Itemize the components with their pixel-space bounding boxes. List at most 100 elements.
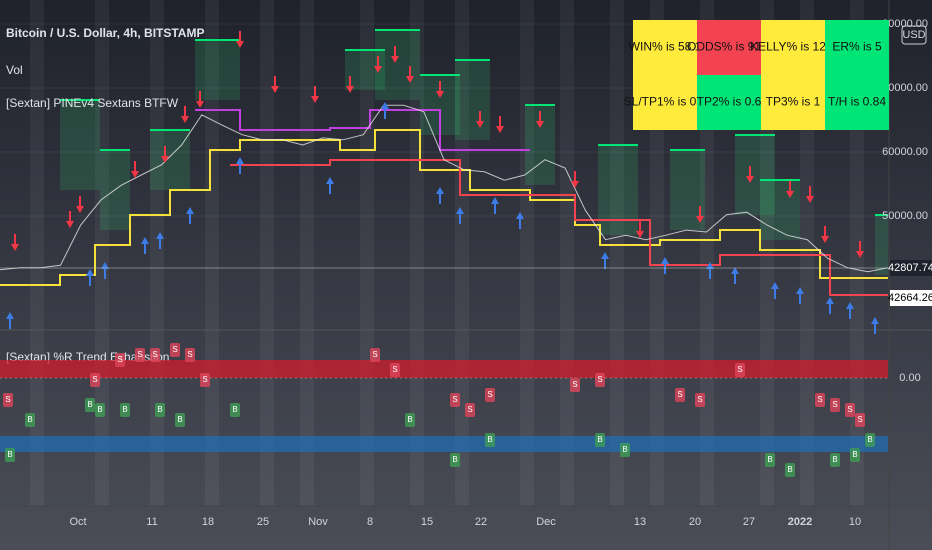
sell-label: S — [487, 390, 492, 399]
tp-zone — [735, 135, 775, 215]
buy-label: B — [832, 455, 837, 464]
signal-arrow-head — [786, 191, 794, 198]
sell-label: S — [597, 375, 602, 384]
sell-label: S — [172, 345, 177, 354]
x-tick-label: 25 — [257, 516, 269, 528]
buy-badge — [85, 398, 95, 412]
signal-arrow-head — [236, 157, 244, 164]
sell-badge — [90, 373, 100, 387]
tp-zone — [455, 60, 490, 140]
y-tick-label: 80000.00 — [882, 18, 928, 30]
stats-text: ODDS% is 91.9 — [687, 40, 771, 54]
signal-arrow-head — [141, 237, 149, 244]
signal-arrow-head — [76, 206, 84, 213]
signal-arrow-head — [536, 121, 544, 128]
x-tick-label: 18 — [202, 516, 214, 528]
indicator-label: [Sextan] PINEv4 Sextans BTFW — [6, 96, 179, 110]
signal-arrow-head — [516, 212, 524, 219]
signal-arrow-head — [186, 207, 194, 214]
buy-badge — [155, 403, 165, 417]
buy-label: B — [852, 450, 857, 459]
sell-badge — [150, 348, 160, 362]
sell-badge — [830, 398, 840, 412]
tp-zone — [150, 130, 190, 190]
signal-arrow-head — [11, 244, 19, 251]
buy-badge — [485, 433, 495, 447]
buy-label: B — [157, 405, 162, 414]
session-band — [300, 0, 314, 506]
sell-badge — [570, 378, 580, 392]
y-tick-label: 50000.00 — [882, 210, 928, 222]
x-tick-label: 15 — [421, 516, 433, 528]
signal-arrow-head — [101, 262, 109, 269]
signal-arrow-head — [601, 252, 609, 259]
signal-arrow-head — [491, 197, 499, 204]
signal-arrow-head — [374, 66, 382, 73]
buy-badge — [95, 403, 105, 417]
stats-text: SL/TP1% is 0.4 — [624, 95, 707, 109]
y-tick-label: 70000.00 — [882, 82, 928, 94]
signal-arrow-head — [821, 236, 829, 243]
price-line — [0, 104, 889, 273]
overbought-band — [0, 360, 888, 378]
signal-arrow-head — [391, 56, 399, 63]
stats-cell — [697, 20, 761, 75]
x-tick-label: 27 — [743, 516, 755, 528]
buy-badge — [5, 448, 15, 462]
buy-label: B — [867, 435, 872, 444]
signal-arrow-head — [196, 101, 204, 108]
buy-label: B — [767, 455, 772, 464]
buy-badge — [25, 413, 35, 427]
stats-cell — [825, 75, 889, 130]
signal-arrow-head — [496, 126, 504, 133]
session-band — [30, 0, 44, 506]
sell-label: S — [572, 380, 577, 389]
buy-badge — [830, 453, 840, 467]
stats-text: TP2% is 0.6 — [697, 95, 762, 109]
session-band — [520, 0, 534, 506]
tp-zone — [375, 30, 420, 100]
stats-text: KELLY% is 12.5 — [750, 40, 836, 54]
signal-arrow-head — [436, 91, 444, 98]
signal-arrow-head — [456, 207, 464, 214]
sell-badge — [200, 373, 210, 387]
buy-badge — [230, 403, 240, 417]
sell-label: S — [117, 355, 122, 364]
osc-level: 0.00 — [899, 372, 920, 384]
sell-badge — [675, 388, 685, 402]
sell-badge — [390, 363, 400, 377]
signal-arrow-head — [156, 232, 164, 239]
x-tick-label: 20 — [689, 516, 701, 528]
sell-badge — [370, 348, 380, 362]
sell-badge — [595, 373, 605, 387]
buy-badge — [405, 413, 415, 427]
stats-cell — [825, 20, 889, 75]
buy-badge — [595, 433, 605, 447]
price-label: 42664.26 — [888, 292, 932, 304]
trail-line — [195, 109, 530, 151]
session-band — [455, 0, 469, 506]
signal-arrow-head — [311, 96, 319, 103]
buy-badge — [175, 413, 185, 427]
signal-arrow-head — [326, 177, 334, 184]
sell-label: S — [847, 405, 852, 414]
sell-badge — [485, 388, 495, 402]
y-tick-label: 60000.00 — [882, 146, 928, 158]
buy-label: B — [122, 405, 127, 414]
sell-label: S — [187, 350, 192, 359]
buy-label: B — [452, 455, 457, 464]
buy-badge — [620, 443, 630, 457]
price-label-box — [890, 290, 932, 306]
buy-label: B — [177, 415, 182, 424]
buy-badge — [120, 403, 130, 417]
session-band — [410, 0, 424, 506]
sell-label: S — [5, 395, 10, 404]
sell-badge — [135, 348, 145, 362]
signal-arrow-head — [706, 262, 714, 269]
tp-zone — [60, 100, 100, 190]
tp-zone — [875, 215, 888, 275]
buy-label: B — [232, 405, 237, 414]
sell-label: S — [677, 390, 682, 399]
sell-label: S — [467, 405, 472, 414]
